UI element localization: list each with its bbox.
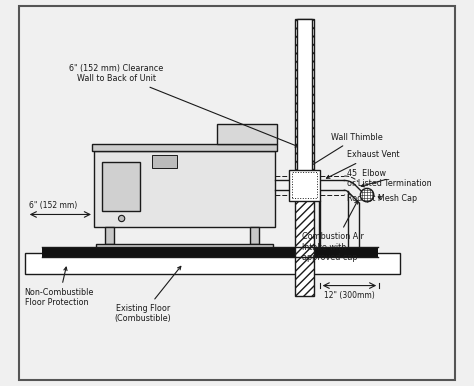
Bar (217, 124, 277, 144)
Text: 6" (152 mm) Clearance
Wall to Back of Unit: 6" (152 mm) Clearance Wall to Back of Un… (69, 64, 299, 147)
Text: Rodent Mesh Cap: Rodent Mesh Cap (346, 194, 417, 203)
Bar (25, 253, 400, 274)
Text: Exhaust Vent: Exhaust Vent (327, 151, 399, 178)
Bar (102, 162, 140, 211)
Bar (292, 173, 317, 198)
Text: 6" (152 mm): 6" (152 mm) (29, 201, 77, 210)
Bar (94, 151, 275, 227)
Text: Wall Thimble: Wall Thimble (308, 133, 383, 168)
Bar (295, 19, 314, 296)
FancyBboxPatch shape (19, 6, 455, 380)
Circle shape (360, 188, 374, 202)
Text: Non-Combustible
Floor Protection: Non-Combustible Floor Protection (25, 267, 94, 307)
Bar (289, 170, 320, 201)
Bar (152, 155, 177, 168)
Bar (91, 144, 277, 151)
Text: Combustion Air
Intake with
approved cap: Combustion Air Intake with approved cap (302, 201, 364, 262)
Bar (250, 227, 259, 244)
Bar (295, 19, 314, 296)
Bar (96, 244, 273, 250)
Circle shape (118, 215, 125, 222)
Text: Existing Floor
(Combustible): Existing Floor (Combustible) (115, 266, 181, 323)
Text: 45  Elbow
or Listed Termination: 45 Elbow or Listed Termination (346, 169, 431, 188)
Bar (105, 227, 114, 244)
Bar (297, 19, 312, 175)
Bar (43, 247, 378, 257)
Text: 12" (300mm): 12" (300mm) (324, 291, 375, 300)
